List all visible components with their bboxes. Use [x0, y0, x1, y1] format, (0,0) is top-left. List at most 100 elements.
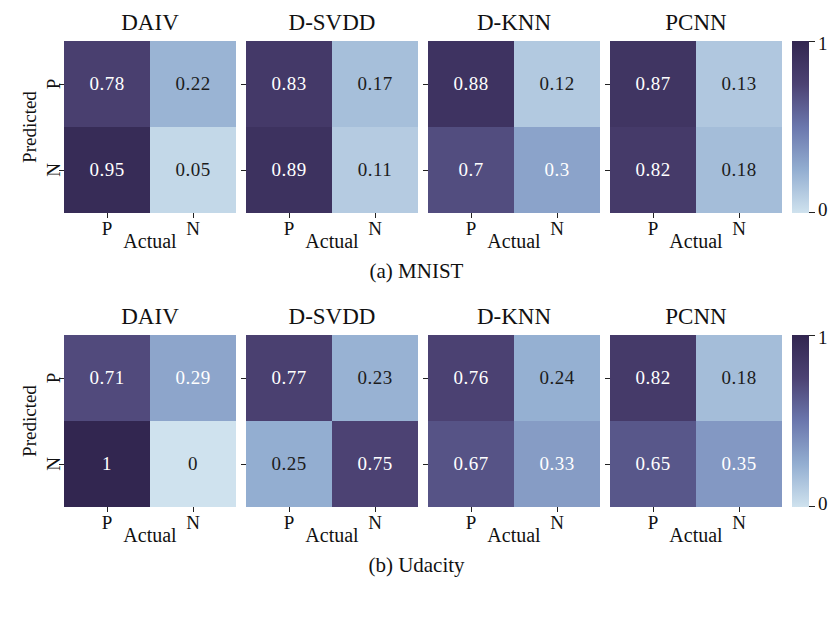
cell-value: 0 — [188, 453, 198, 475]
figure-caption-a: (a) MNIST — [0, 259, 833, 284]
x-tick-mark — [193, 507, 194, 512]
colorbar-max-tick — [809, 41, 815, 42]
cell-value: 0.11 — [358, 159, 393, 181]
matrix-cell: 0.05 — [150, 127, 236, 213]
x-tick-mark — [653, 213, 654, 218]
heatmap-grid: 0.83 0.17 0.89 0.11 — [246, 41, 418, 213]
colorbar-min-tick — [809, 212, 815, 213]
x-tick-mark — [289, 507, 290, 512]
x-tick-mark — [739, 507, 740, 512]
matrix-title: D-KNN — [428, 302, 600, 332]
matrix-title: DAIV — [64, 8, 236, 38]
matrix-cell: 0.65 — [610, 421, 696, 507]
cell-value: 0.67 — [453, 453, 488, 475]
cell-value: 0.05 — [175, 159, 210, 181]
matrix-title: D-KNN — [428, 8, 600, 38]
confusion-matrix-daiv: DAIV0.710.2910PredictedPNPNActual — [64, 302, 236, 545]
colorbar-min-label: 0 — [818, 203, 828, 217]
colorbar-min-label: 0 — [818, 497, 828, 511]
confusion-matrix-d-svdd: D-SVDD0.830.170.890.11PNActual — [246, 8, 418, 251]
matrix-cell: 0.25 — [246, 421, 332, 507]
matrix-cell: 0.95 — [64, 127, 150, 213]
cell-value: 0.88 — [453, 73, 488, 95]
matrix-cell: 0.82 — [610, 127, 696, 213]
matrix-cell: 0.23 — [332, 335, 418, 421]
matrix-cell: 0.22 — [150, 41, 236, 127]
matrix-cell: 0.12 — [514, 41, 600, 127]
figure-caption-b: (b) Udacity — [0, 553, 833, 578]
cell-value: 0.18 — [721, 159, 756, 181]
y-axis-label: Predicted — [20, 91, 39, 163]
x-tick-mark — [107, 507, 108, 512]
cell-value: 0.87 — [635, 73, 670, 95]
matrix-title: DAIV — [64, 302, 236, 332]
matrix-title: PCNN — [610, 302, 782, 332]
confusion-matrix-pcnn: PCNN0.870.130.820.18PNActual — [610, 8, 782, 251]
matrix-cell: 0.11 — [332, 127, 418, 213]
heatmap-grid: 0.880.120.70.3 — [428, 41, 600, 213]
cell-value: 0.35 — [721, 453, 756, 475]
x-tick-mark — [375, 507, 376, 512]
matrix-cell: 0.13 — [696, 41, 782, 127]
y-tick-mark — [605, 170, 610, 171]
x-tick-mark — [471, 213, 472, 218]
matrix-cell: 0.18 — [696, 335, 782, 421]
matrix-cell: 0.24 — [514, 335, 600, 421]
cell-value: 0.12 — [539, 73, 574, 95]
cell-value: 0.82 — [635, 367, 670, 389]
confusion-matrix-d-knn: D-KNN0.880.120.70.3PNActual — [428, 8, 600, 251]
cell-value: 0.17 — [357, 73, 392, 95]
matrix-cell: 0.29 — [150, 335, 236, 421]
x-tick-mark — [739, 213, 740, 218]
x-tick-mark — [375, 213, 376, 218]
y-tick-mark — [59, 170, 64, 171]
cell-value: 0.77 — [271, 367, 306, 389]
colorbar-max-tick — [809, 335, 815, 336]
matrix-cell: 0.89 — [246, 127, 332, 213]
matrix-cell: 1 — [64, 421, 150, 507]
cell-value: 0.71 — [89, 367, 124, 389]
y-axis-label: Predicted — [20, 385, 39, 457]
matrix-title: D-SVDD — [246, 8, 418, 38]
cell-value: 0.29 — [175, 367, 210, 389]
confusion-matrix-d-svdd: D-SVDD0.770.230.250.75PNActual — [246, 302, 418, 545]
matrix-cell: 0.82 — [610, 335, 696, 421]
matrix-cell: 0.71 — [64, 335, 150, 421]
cell-value: 0.13 — [721, 73, 756, 95]
figure-mnist: DAIV0.780.220.950.05PredictedPNPNActualD… — [0, 8, 833, 284]
matrix-cell: 0.77 — [246, 335, 332, 421]
cell-value: 0.7 — [458, 159, 483, 181]
plots-row-mnist: DAIV0.780.220.950.05PredictedPNPNActualD… — [0, 8, 833, 251]
matrix-cell: 0.17 — [332, 41, 418, 127]
x-tick-mark — [107, 213, 108, 218]
matrix-cell: 0.88 — [428, 41, 514, 127]
matrix-title: PCNN — [610, 8, 782, 38]
x-tick-mark — [471, 507, 472, 512]
cell-value: 0.22 — [175, 73, 210, 95]
cell-value: 0.78 — [89, 73, 124, 95]
y-tick-mark — [605, 464, 610, 465]
y-tick-mark — [423, 378, 428, 379]
cell-value: 0.18 — [721, 367, 756, 389]
y-tick-mark — [605, 378, 610, 379]
y-tick-mark — [423, 170, 428, 171]
x-tick-mark — [193, 213, 194, 218]
colorbar: 10 — [792, 41, 833, 213]
matrix-title: D-SVDD — [246, 302, 418, 332]
cell-value: 0.25 — [271, 453, 306, 475]
colorbar-gradient — [792, 41, 809, 213]
heatmap-grid: 0.780.220.950.05PredictedPN — [64, 41, 236, 213]
x-tick-mark — [557, 507, 558, 512]
matrix-cell: 0.7 — [428, 127, 514, 213]
matrix-cell: 0.75 — [332, 421, 418, 507]
cell-value: 0.95 — [89, 159, 124, 181]
y-tick-mark — [423, 464, 428, 465]
matrix-cell: 0.83 — [246, 41, 332, 127]
cell-value: 0.65 — [635, 453, 670, 475]
cell-value: 0.89 — [271, 159, 306, 181]
matrix-cell: 0 — [150, 421, 236, 507]
matrix-cell: 0.18 — [696, 127, 782, 213]
cell-value: 0.33 — [539, 453, 574, 475]
y-tick-mark — [59, 464, 64, 465]
colorbar-min-tick — [809, 506, 815, 507]
